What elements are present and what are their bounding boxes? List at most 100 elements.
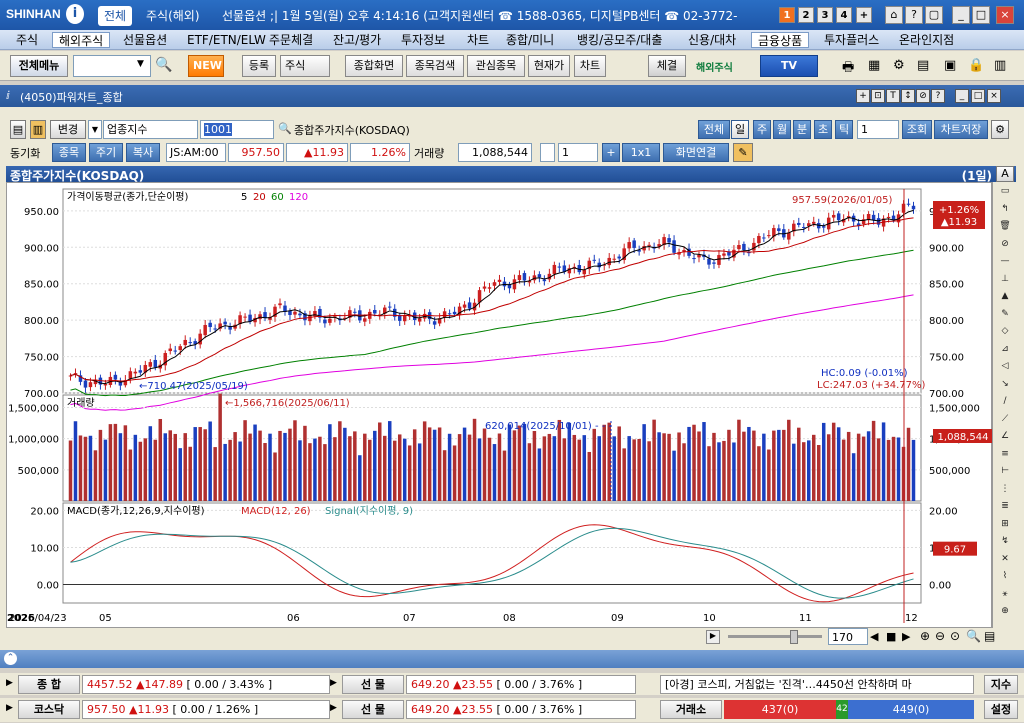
drawing-tool-icon[interactable]: ◁ [1001, 361, 1009, 371]
save-chart-button[interactable]: 차트저장 [934, 120, 988, 139]
overseas-stock-link[interactable]: 해외주식 [696, 63, 733, 74]
collapse-icon[interactable]: ⌃ [4, 652, 17, 665]
dropdown-icon[interactable]: ▼ [137, 59, 144, 69]
page-button-3[interactable]: 3 [817, 7, 833, 23]
tv-button[interactable]: TV [760, 55, 818, 77]
drawing-tool-icon[interactable]: ⊞ [1001, 518, 1009, 529]
visible-count-input[interactable]: 170 [828, 628, 868, 645]
text-icon[interactable]: T [886, 89, 900, 103]
drawing-tool-icon[interactable]: ≡ [1001, 448, 1009, 459]
menu-banking[interactable]: 뱅킹/공모주/대출 [577, 33, 663, 47]
menu-credit[interactable]: 신용/대차 [688, 33, 737, 47]
settings-button[interactable]: 설정 [984, 700, 1018, 719]
page-button-1[interactable]: 1 [779, 7, 795, 23]
zoom-reset-icon[interactable]: ⊙ [950, 629, 961, 643]
sub-maximize-icon[interactable]: □ [971, 89, 985, 103]
stop-icon[interactable]: ■ [886, 630, 897, 643]
zoom-slider[interactable] [728, 635, 822, 638]
menu-balance[interactable]: 잔고/평가 [333, 33, 382, 47]
drawing-tool-icon[interactable]: ▲ [1001, 291, 1009, 301]
zoom-in-icon[interactable]: ⊕ [920, 629, 931, 643]
auto-scale-button[interactable]: A [996, 166, 1014, 182]
page-button-2[interactable]: 2 [798, 7, 814, 23]
page-button-4[interactable]: 4 [836, 7, 852, 23]
nav-next-icon[interactable]: ▶ [902, 630, 911, 643]
drawing-tool-icon[interactable]: ⌇ [1002, 571, 1008, 581]
scroll-right-icon[interactable]: ▶ [706, 630, 720, 644]
news-ticker[interactable]: [아경] 코스피, 거침없는 '진격'…4450선 안착하며 마 [660, 675, 974, 694]
menu-invest-info[interactable]: 투자정보 [401, 33, 446, 47]
menu-summary-mini[interactable]: 종합/미니 [506, 33, 555, 47]
current-price-button[interactable]: 현재가 [528, 55, 570, 77]
drawing-tool-icon[interactable]: ▭ [1000, 186, 1010, 196]
restore-icon[interactable]: ▢ [925, 6, 943, 24]
drawing-tool-icon[interactable]: ∕ [1003, 396, 1007, 406]
period-week[interactable]: 주 [753, 120, 771, 139]
home-icon[interactable]: ⌂ [885, 6, 903, 24]
change-dropdown-icon[interactable]: ▼ [88, 120, 102, 139]
period-tick[interactable]: 틱 [835, 120, 853, 139]
drawing-tool-icon[interactable]: ⊘ [1001, 238, 1009, 249]
period-month[interactable]: 월 [773, 120, 791, 139]
add-page-button[interactable]: + [856, 7, 872, 23]
zoom-search-icon[interactable]: 🔍 [966, 629, 981, 643]
close-icon[interactable]: × [996, 6, 1014, 24]
chart-canvas[interactable]: 950.00950.00900.00900.00850.00850.00800.… [7, 183, 993, 629]
drawing-tool-icon[interactable]: ⟋ [1001, 413, 1009, 424]
drawing-tool-icon[interactable]: — [1000, 256, 1010, 266]
window-list-icon[interactable]: ▥ [994, 58, 1007, 73]
lock-icon[interactable]: 🔒 [968, 58, 985, 73]
pen-icon[interactable]: ✎ [733, 143, 753, 162]
drawing-tool-icon[interactable]: ◇ [1001, 326, 1009, 336]
drawing-tool-icon[interactable]: ↯ [1001, 536, 1009, 546]
zoom-fit-icon[interactable]: ▤ [984, 629, 996, 643]
drawing-tool-icon[interactable]: ✕ [1001, 553, 1009, 564]
all-menu-button[interactable]: 전체메뉴 [10, 55, 68, 77]
settle-button[interactable]: 체결 [648, 55, 686, 77]
settings-icon[interactable]: ⚙ [893, 58, 905, 73]
screen-icon[interactable]: ▣ [944, 58, 957, 73]
block-icon[interactable]: ⊘ [916, 89, 930, 103]
drawing-tool-icon[interactable]: ⊿ [1001, 343, 1009, 354]
period-count-input[interactable]: 1 [857, 120, 899, 139]
period-minute[interactable]: 분 [793, 120, 811, 139]
minimize-icon[interactable]: _ [952, 6, 970, 24]
nav-prev-icon[interactable]: ◀ [870, 630, 879, 643]
link-icon[interactable]: ⊡ [871, 89, 885, 103]
drawing-tool-icon[interactable]: ↰ [1001, 203, 1009, 214]
overview-button[interactable]: 종합화면 [345, 55, 403, 77]
menu-chart[interactable]: 차트 [467, 33, 490, 47]
tab-overseas-stock[interactable]: 주식(해외) [146, 9, 200, 23]
drawing-tool-icon[interactable]: ≣ [1001, 501, 1009, 511]
drawing-tool-icon[interactable]: ∠ [1000, 431, 1010, 441]
search-icon[interactable]: 🔍 [155, 57, 173, 73]
checkbox[interactable] [540, 143, 555, 162]
drawing-tool-icon[interactable]: ⊢ [1001, 466, 1009, 476]
zoom-slider-thumb[interactable] [790, 630, 798, 644]
drawing-tool-icon[interactable]: ⊥ [1001, 273, 1009, 284]
chart-area[interactable]: 950.00950.00900.00900.00850.00850.00800.… [6, 182, 993, 629]
sub-close-icon[interactable]: × [987, 89, 1001, 103]
help-icon[interactable]: ? [905, 6, 923, 24]
market-select[interactable]: 업종지수 [103, 120, 198, 139]
menu-financial-products[interactable]: 금융상품 [751, 32, 810, 48]
zoom-out-icon[interactable]: ⊖ [935, 629, 946, 643]
sub-minimize-icon[interactable]: _ [955, 89, 969, 103]
period-all[interactable]: 전체 [698, 120, 730, 139]
chart-button[interactable]: 차트 [574, 55, 606, 77]
query-button[interactable]: 조회 [902, 120, 932, 139]
watchlist-button[interactable]: 관심종목 [467, 55, 525, 77]
ticker-fut-arrow-2-icon[interactable]: ▶ [330, 703, 337, 713]
register-button[interactable]: 등록 [242, 55, 276, 77]
menu-invest-plus[interactable]: 투자플러스 [824, 33, 880, 47]
chart-style-icon[interactable]: ▥ [30, 120, 46, 139]
new-badge[interactable]: NEW [188, 55, 224, 77]
index-button[interactable]: 지수 [984, 675, 1018, 694]
change-button[interactable]: 변경 [50, 120, 86, 139]
drawing-tool-icon[interactable]: 🗑 [999, 221, 1011, 231]
menu-overseas-stock[interactable]: 해외주식 [52, 32, 111, 48]
sync-stock-button[interactable]: 종목 [52, 143, 86, 162]
maximize-icon[interactable]: □ [972, 6, 990, 24]
code-search-icon[interactable]: 🔍 [278, 122, 292, 135]
layout-icon[interactable]: ▤ [917, 58, 930, 73]
